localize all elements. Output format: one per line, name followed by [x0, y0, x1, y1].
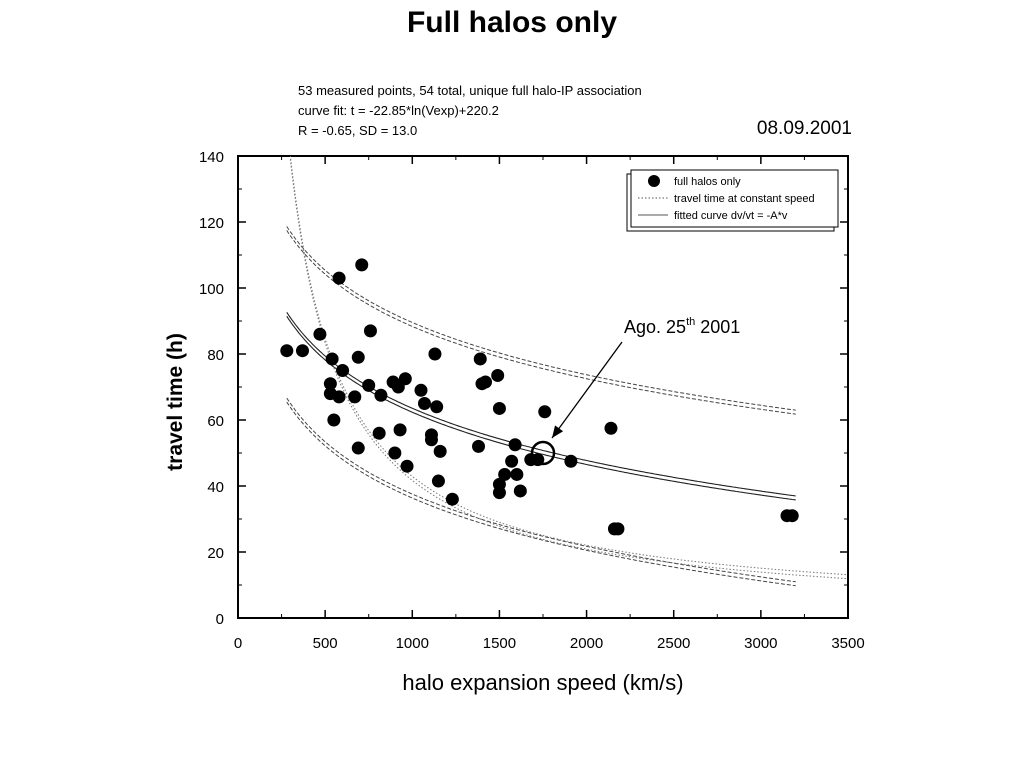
data-point — [513, 484, 527, 498]
lower-bound-curve-shadow — [286, 397, 796, 583]
x-tick-label: 3500 — [831, 635, 864, 652]
data-point — [417, 397, 431, 410]
data-point — [323, 377, 337, 391]
slide-title: Full halos only — [406, 6, 617, 39]
constant-speed-curve — [289, 159, 848, 580]
axis-ticks — [237, 155, 849, 619]
date-label: 08.09.2001 — [757, 118, 852, 139]
x-tick-label: 1000 — [396, 635, 429, 652]
data-point — [428, 347, 442, 361]
data-point — [351, 441, 365, 455]
info-block: 53 measured points, 54 total, unique ful… — [298, 83, 642, 138]
info-line-3: R = -0.65, SD = 13.0 — [298, 123, 417, 138]
data-point — [372, 426, 386, 440]
data-point — [785, 509, 799, 523]
x-tick-label: 2500 — [657, 635, 690, 652]
data-point — [433, 444, 447, 458]
data-point — [473, 352, 487, 366]
legend-box — [630, 169, 839, 228]
data-point — [538, 405, 552, 419]
upper-bound-curve — [286, 230, 796, 415]
y-tick-label: 120 — [199, 215, 224, 232]
annotation-arrowhead — [552, 425, 564, 438]
data-point — [332, 271, 346, 285]
data-point — [362, 378, 376, 392]
data-point — [295, 344, 309, 358]
data-point — [332, 390, 346, 404]
data-point — [472, 439, 486, 453]
data-point — [498, 467, 512, 481]
legend-marker-icon — [648, 175, 660, 187]
data-point — [313, 327, 327, 341]
data-point — [393, 423, 407, 437]
info-line-1: 53 measured points, 54 total, unique ful… — [298, 83, 642, 98]
data-point — [424, 428, 438, 442]
data-point — [478, 375, 492, 389]
data-point — [505, 454, 519, 468]
y-tick-label: 0 — [216, 611, 224, 628]
data-point — [398, 372, 412, 386]
legend-label-2: fitted curve dv/vt = -A*v — [674, 210, 788, 222]
data-point — [431, 474, 445, 488]
x-axis-title: halo expansion speed (km/s) — [402, 670, 683, 695]
data-point — [414, 383, 428, 397]
y-tick-label: 40 — [207, 479, 224, 496]
annotation-arrow — [551, 341, 623, 439]
annotation-label-tail: 2001 — [695, 317, 740, 337]
data-point — [492, 477, 506, 491]
data-point — [508, 438, 522, 452]
upper-bound-curve-shadow — [286, 226, 796, 411]
x-tick-label: 1500 — [483, 635, 516, 652]
data-point — [374, 388, 388, 402]
data-point — [355, 258, 369, 272]
data-point — [327, 413, 341, 427]
y-tick-label: 80 — [207, 347, 224, 364]
x-tick-label: 2000 — [570, 635, 603, 652]
fitted-curve — [286, 315, 796, 501]
data-point — [325, 352, 339, 366]
legend-label-0: full halos only — [674, 176, 741, 188]
x-tick-label: 3000 — [744, 635, 777, 652]
annotation-label: Ago. 25th 2001 — [624, 316, 740, 337]
y-tick-label: 60 — [207, 413, 224, 430]
y-tick-label: 20 — [207, 545, 224, 562]
annotation-label-main: Ago. 25 — [624, 317, 686, 337]
data-point — [351, 350, 365, 364]
data-point — [363, 324, 377, 338]
y-tick-label: 140 — [199, 149, 224, 166]
legend-label-1: travel time at constant speed — [674, 193, 815, 205]
axis-tick-labels: 0 500 1000 1500 2000 2500 3000 3500 0 20 40 60 80 100… — [199, 149, 865, 652]
data-point — [564, 454, 578, 468]
data-point — [491, 368, 505, 382]
x-tick-label: 500 — [313, 635, 338, 652]
data-point — [336, 364, 350, 377]
info-line-2: curve fit: t = -22.85*ln(Vexp)+220.2 — [298, 103, 499, 118]
data-point — [492, 401, 506, 415]
curves — [286, 156, 848, 587]
data-point — [445, 492, 459, 506]
data-point — [280, 344, 294, 358]
data-point — [510, 467, 524, 481]
constant-speed-curve-shadow — [289, 156, 848, 576]
lower-bound-curve — [286, 401, 796, 587]
annotation-circle — [530, 440, 556, 466]
data-point — [430, 400, 444, 414]
y-tick-label: 100 — [199, 281, 224, 298]
data-point — [604, 421, 618, 435]
annotation-label-sup: th — [686, 316, 695, 328]
legend: full halos only travel time at constant … — [626, 169, 839, 232]
y-axis-title: travel time (h) — [164, 333, 187, 471]
data-point — [400, 459, 414, 473]
x-tick-label: 0 — [234, 635, 242, 652]
data-point — [388, 446, 402, 460]
data-points — [280, 258, 799, 536]
data-point — [611, 522, 625, 536]
data-point — [348, 390, 362, 404]
fitted-curve-shadow — [286, 311, 796, 497]
